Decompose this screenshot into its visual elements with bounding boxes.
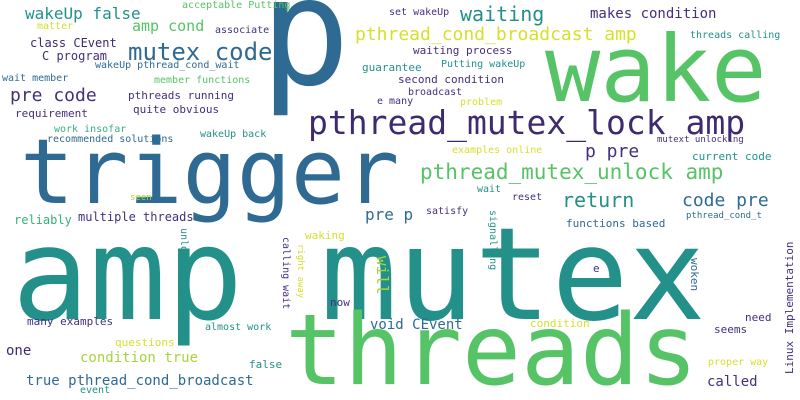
word-reliably: reliably — [14, 213, 72, 227]
word-amp-mutex: amp mutex — [12, 201, 706, 350]
word-second-condition: second condition — [398, 73, 504, 86]
word-requirement: requirement — [15, 107, 88, 120]
word-one: one — [6, 343, 32, 359]
word-amp-cond: amp cond — [132, 17, 205, 35]
word-waiting: waiting — [460, 2, 545, 26]
word-p: p — [260, 0, 351, 120]
word-p-pre: p pre — [585, 141, 640, 162]
word-recommended-solutions: recommended solutions — [47, 134, 174, 145]
word-waking: waking — [305, 229, 345, 242]
word-examples-online: examples online — [452, 145, 543, 156]
word-matter: matter — [37, 21, 74, 32]
word-current-code: current code — [692, 150, 772, 163]
word-mutex-code: mutex code — [128, 38, 273, 66]
word-mutext-unlocking: mutext unlocking — [657, 135, 744, 145]
word-wait-member: wait member — [2, 73, 69, 84]
word-will: will — [373, 256, 392, 295]
word-class-cevent: class CEvent — [30, 36, 117, 50]
word-woken: woken — [688, 258, 701, 292]
word-acceptable-putting: acceptable Putting — [182, 0, 291, 11]
word-false: false — [249, 358, 283, 371]
word-threads: threads — [285, 294, 699, 400]
word-pthread-mutex-lock-amp: pthread_mutex_lock amp — [308, 103, 746, 142]
word-trigger: trigger — [20, 120, 400, 225]
word-work-insofar: work insofar — [54, 124, 127, 135]
word-true-pthread-cond-broadcast: true pthread_cond_broadcast — [26, 373, 254, 389]
word-need: need — [745, 311, 772, 324]
word-linux-implementation: Linux Implementation — [783, 241, 796, 374]
word-set-wakeup: set wakeUp — [389, 7, 450, 18]
word-almost-work: almost work — [205, 322, 272, 333]
word-now: now — [330, 296, 350, 309]
word-e-many: e many — [377, 96, 414, 107]
word-calling-wait: calling wait — [280, 237, 291, 310]
word-wait: wait — [477, 184, 502, 195]
word-pthread-cond-broadcast-amp: pthread_cond_broadcast amp — [355, 24, 637, 45]
word-code-pre: code pre — [682, 190, 769, 211]
word-reset: reset — [512, 192, 543, 203]
word-proper-way: proper way — [708, 357, 769, 368]
word-pthread-cond-t: pthread_cond_t — [686, 211, 762, 221]
word-problem: problem — [460, 97, 503, 108]
word-c-program: C program — [42, 49, 108, 63]
word-multiple-threads: multiple threads — [78, 210, 194, 224]
word-satisfy: satisfy — [426, 206, 469, 217]
word-right-away: right away — [295, 244, 305, 299]
word-seems: seems — [714, 323, 748, 336]
word-pthreads-running: pthreads running — [128, 89, 234, 102]
word-condition-true: condition true — [80, 350, 199, 366]
word-makes-condition: makes condition — [590, 6, 717, 22]
word-putting-wakeup: Putting wakeUp — [441, 59, 526, 70]
word-wakeup-false: wakeUp false — [25, 4, 141, 23]
word-signalling: signalling — [487, 210, 498, 271]
word-event: event — [80, 385, 111, 396]
word-waiting-process: waiting process — [413, 44, 513, 57]
word-many-examples: many examples — [27, 315, 114, 328]
word-condition: condition — [530, 317, 590, 330]
word-quite-obvious: quite obvious — [133, 103, 220, 116]
word-called: called — [707, 374, 758, 390]
word-wake: wake — [545, 16, 767, 123]
word-pre-code: pre code — [10, 85, 97, 106]
word-return: return — [562, 188, 635, 212]
word-threads-calling: threads calling — [690, 30, 781, 41]
word-broadcast: broadcast — [408, 87, 463, 98]
word-associate: associate — [215, 25, 270, 36]
word-member-functions: member functions — [154, 75, 251, 86]
word-pthread-mutex-unlock-amp: pthread_mutex_unlock amp — [420, 160, 724, 184]
word-void-cevent: void CEvent — [370, 317, 463, 333]
word-e: e — [593, 262, 600, 275]
word-guarantee: guarantee — [362, 61, 422, 74]
word-seen: seen — [130, 193, 152, 203]
word-unlocking-prevents: unlocking prevents — [178, 228, 189, 337]
word-wakeup-back: wakeUp back — [200, 129, 267, 140]
word-pre-p: pre p — [365, 205, 414, 224]
word-questions: questions — [115, 336, 175, 349]
word-wakeup-pthread-cond-wait: wakeUp pthread_cond_wait — [95, 60, 240, 71]
word-functions-based: functions based — [566, 217, 666, 230]
